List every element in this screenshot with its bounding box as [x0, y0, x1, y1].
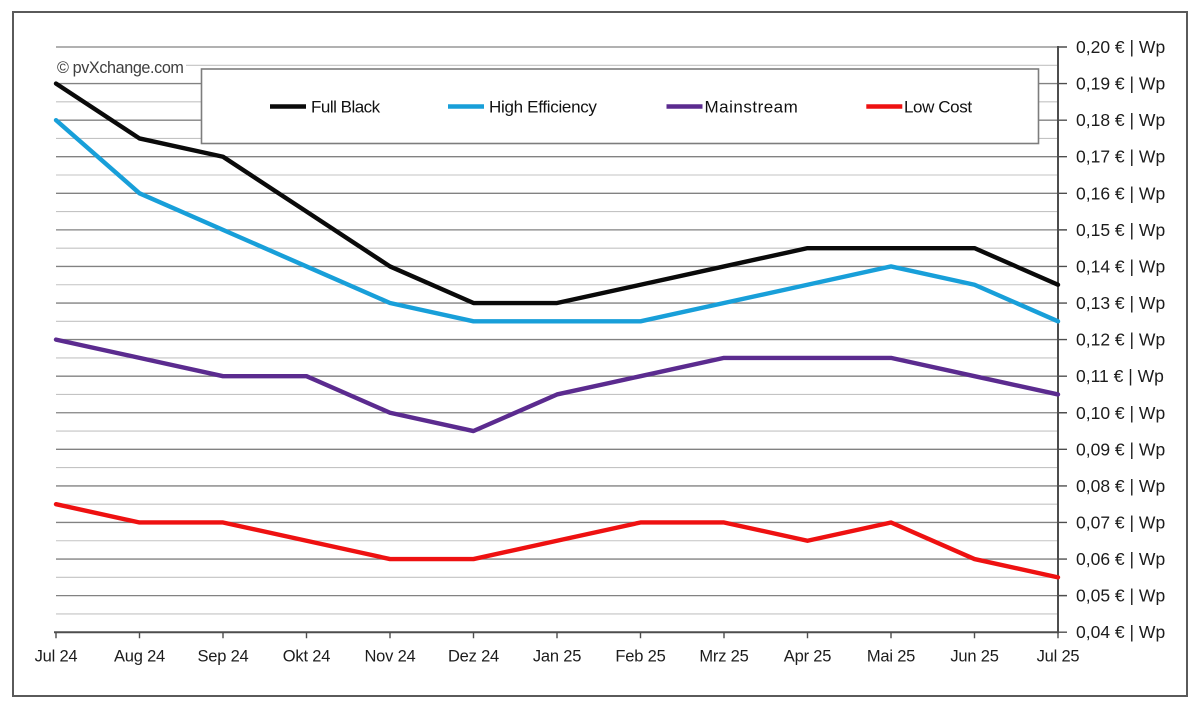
svg-text:0,04 € | Wp: 0,04 € | Wp [1076, 622, 1165, 642]
svg-text:0,08 € | Wp: 0,08 € | Wp [1076, 476, 1165, 496]
svg-text:Low Cost: Low Cost [904, 98, 972, 117]
svg-text:Apr 25: Apr 25 [784, 648, 831, 666]
svg-text:0,16 € | Wp: 0,16 € | Wp [1076, 183, 1165, 203]
svg-text:0,05 € | Wp: 0,05 € | Wp [1076, 586, 1165, 606]
svg-text:Aug 24: Aug 24 [114, 648, 165, 666]
svg-text:0,12 € | Wp: 0,12 € | Wp [1076, 330, 1165, 350]
svg-text:0,18 € | Wp: 0,18 € | Wp [1076, 110, 1165, 130]
svg-text:Sep 24: Sep 24 [197, 648, 248, 666]
svg-text:© pvXchange.com: © pvXchange.com [57, 59, 184, 77]
svg-text:Jan 25: Jan 25 [533, 648, 581, 666]
svg-text:Nov 24: Nov 24 [364, 648, 415, 666]
svg-text:0,11 € | Wp: 0,11 € | Wp [1076, 366, 1164, 386]
svg-text:0,14 € | Wp: 0,14 € | Wp [1076, 256, 1165, 276]
svg-text:0,19 € | Wp: 0,19 € | Wp [1076, 74, 1165, 94]
svg-text:Full Black: Full Black [311, 98, 381, 117]
svg-text:Mainstream: Mainstream [705, 98, 799, 117]
svg-text:0,09 € | Wp: 0,09 € | Wp [1076, 439, 1165, 459]
svg-text:Jul 24: Jul 24 [35, 648, 78, 666]
svg-text:Mrz 25: Mrz 25 [699, 648, 748, 666]
svg-text:Feb 25: Feb 25 [615, 648, 665, 666]
svg-text:0,06 € | Wp: 0,06 € | Wp [1076, 549, 1165, 569]
svg-text:Jul 25: Jul 25 [1037, 648, 1080, 666]
svg-text:Jun 25: Jun 25 [950, 648, 998, 666]
svg-text:0,13 € | Wp: 0,13 € | Wp [1076, 293, 1165, 313]
svg-text:0,17 € | Wp: 0,17 € | Wp [1076, 147, 1165, 167]
svg-text:High Efficiency: High Efficiency [489, 98, 597, 117]
svg-text:0,07 € | Wp: 0,07 € | Wp [1076, 512, 1165, 532]
svg-text:0,10 € | Wp: 0,10 € | Wp [1076, 403, 1165, 423]
svg-text:0,20 € | Wp: 0,20 € | Wp [1076, 37, 1165, 57]
svg-text:0,15 € | Wp: 0,15 € | Wp [1076, 220, 1165, 240]
svg-text:Okt 24: Okt 24 [283, 648, 330, 666]
svg-text:Dez 24: Dez 24 [448, 648, 499, 666]
svg-text:Mai 25: Mai 25 [867, 648, 915, 666]
